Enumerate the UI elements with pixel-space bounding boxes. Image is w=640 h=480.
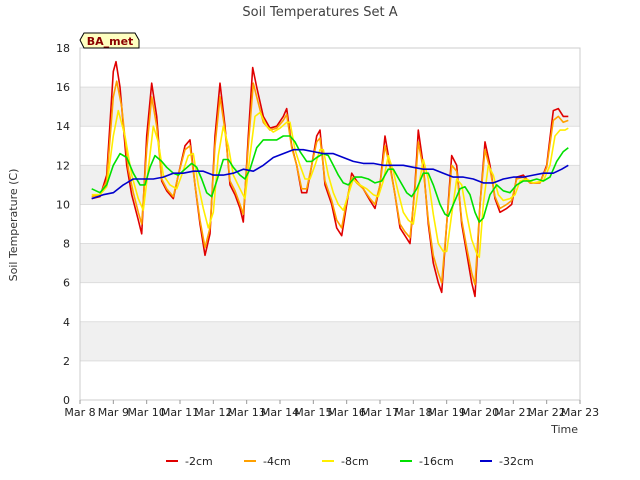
legend-label: -8cm (341, 455, 369, 468)
y-tick-label: 8 (63, 238, 70, 251)
x-axis-label: Time (550, 423, 578, 436)
station-badge: BA_met (79, 32, 140, 49)
grid-bands (80, 47, 580, 401)
x-tick-label: Mar 8 (64, 406, 95, 419)
series-line-minus-8cm (91, 109, 569, 258)
y-tick-label: 16 (56, 81, 70, 94)
plot-frame (79, 47, 581, 401)
x-tick-label: Mar 11 (161, 406, 199, 419)
y-axis-label: Soil Temperature (C) (7, 169, 20, 282)
series-line-minus-32cm (91, 148, 569, 200)
grid-band (80, 243, 580, 283)
x-tick-label: Mar 16 (328, 406, 366, 419)
y-tick-label: 4 (63, 316, 70, 329)
y-tick-label: 14 (56, 120, 70, 133)
chart-title: Soil Temperatures Set A (242, 5, 397, 20)
grid-band (80, 321, 580, 361)
series-line-minus-16cm (91, 135, 569, 223)
y-tick-label: 6 (63, 277, 70, 290)
station-badge-box (79, 32, 140, 49)
y-tick-label: 2 (63, 355, 70, 368)
x-tick-label: Mar 22 (528, 406, 566, 419)
x-tick-label: Mar 20 (461, 406, 499, 419)
x-tick-label: Mar 17 (361, 406, 399, 419)
x-tick-label: Mar 21 (494, 406, 532, 419)
y-tick-label: 18 (56, 42, 70, 55)
station-badge-text: BA_met (87, 35, 134, 48)
grid-band (80, 87, 580, 127)
x-tick-label: Mar 12 (194, 406, 232, 419)
y-tick-label: 10 (56, 198, 70, 211)
y-tick-label: 0 (63, 394, 70, 407)
x-tick-label: Mar 23 (561, 406, 599, 419)
legend-label: -16cm (419, 455, 454, 468)
x-tick-label: Mar 14 (261, 406, 299, 419)
x-tick-label: Mar 10 (128, 406, 166, 419)
x-tick-label: Mar 19 (428, 406, 466, 419)
legend-label: -32cm (499, 455, 534, 468)
x-tick-label: Mar 15 (294, 406, 332, 419)
series-lines (91, 60, 569, 298)
x-tick-label: Mar 9 (98, 406, 129, 419)
x-tick-label: Mar 18 (394, 406, 432, 419)
y-axis: 0 2 4 6 8 10 12 14 16 18 (56, 42, 70, 407)
legend-label: -4cm (263, 455, 291, 468)
legend: -2cm -4cm -8cm -16cm -32cm (166, 455, 534, 468)
series-line-minus-4cm (91, 80, 569, 286)
x-tick-label: Mar 13 (228, 406, 266, 419)
legend-label: -2cm (185, 455, 213, 468)
y-tick-label: 12 (56, 159, 70, 172)
